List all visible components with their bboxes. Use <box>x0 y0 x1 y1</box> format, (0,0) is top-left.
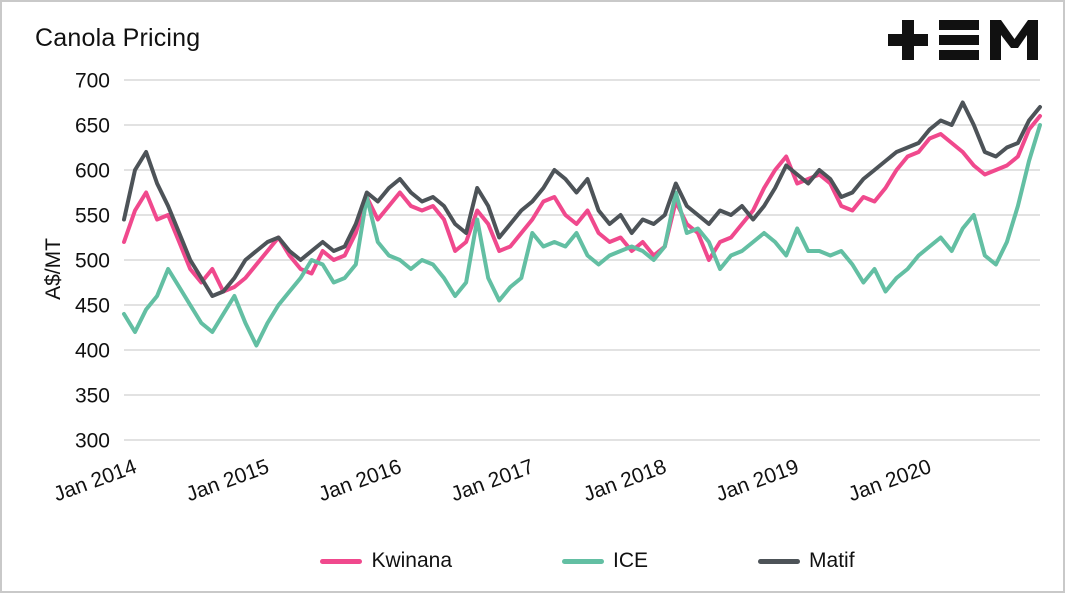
plus-icon <box>888 20 928 60</box>
svg-text:700: 700 <box>75 69 110 92</box>
tem-logo <box>888 20 1038 60</box>
svg-text:600: 600 <box>75 159 110 182</box>
svg-text:Jan 2014: Jan 2014 <box>51 455 140 506</box>
svg-text:550: 550 <box>75 204 110 227</box>
legend-label-kwinana: Kwinana <box>371 549 453 572</box>
svg-text:Jan 2018: Jan 2018 <box>580 455 669 506</box>
svg-text:Jan 2015: Jan 2015 <box>183 455 272 506</box>
m-icon <box>990 20 1038 60</box>
y-axis-label: A$/MT <box>42 238 65 300</box>
svg-text:Jan 2020: Jan 2020 <box>845 455 934 506</box>
page-title: Canola Pricing <box>35 24 201 52</box>
legend-swatch-kwinana <box>320 558 363 564</box>
legend-swatch-ice <box>562 558 605 564</box>
svg-text:Jan 2017: Jan 2017 <box>448 455 537 506</box>
svg-text:450: 450 <box>75 294 110 317</box>
legend-item-matif: Matif <box>758 549 855 573</box>
legend-label-matif: Matif <box>809 549 855 572</box>
svg-text:400: 400 <box>75 339 110 362</box>
three-bars-icon <box>939 20 979 60</box>
svg-text:500: 500 <box>75 249 110 272</box>
svg-text:Jan 2019: Jan 2019 <box>713 455 802 506</box>
svg-text:300: 300 <box>75 429 110 452</box>
svg-text:Jan 2016: Jan 2016 <box>316 455 405 506</box>
legend-item-kwinana: Kwinana <box>320 549 452 573</box>
legend-swatch-matif <box>758 558 801 564</box>
svg-text:650: 650 <box>75 114 110 137</box>
chart-legend: Kwinana ICE Matif <box>57 549 1063 573</box>
svg-text:350: 350 <box>75 384 110 407</box>
legend-label-ice: ICE <box>613 549 649 572</box>
legend-item-ice: ICE <box>562 549 648 573</box>
